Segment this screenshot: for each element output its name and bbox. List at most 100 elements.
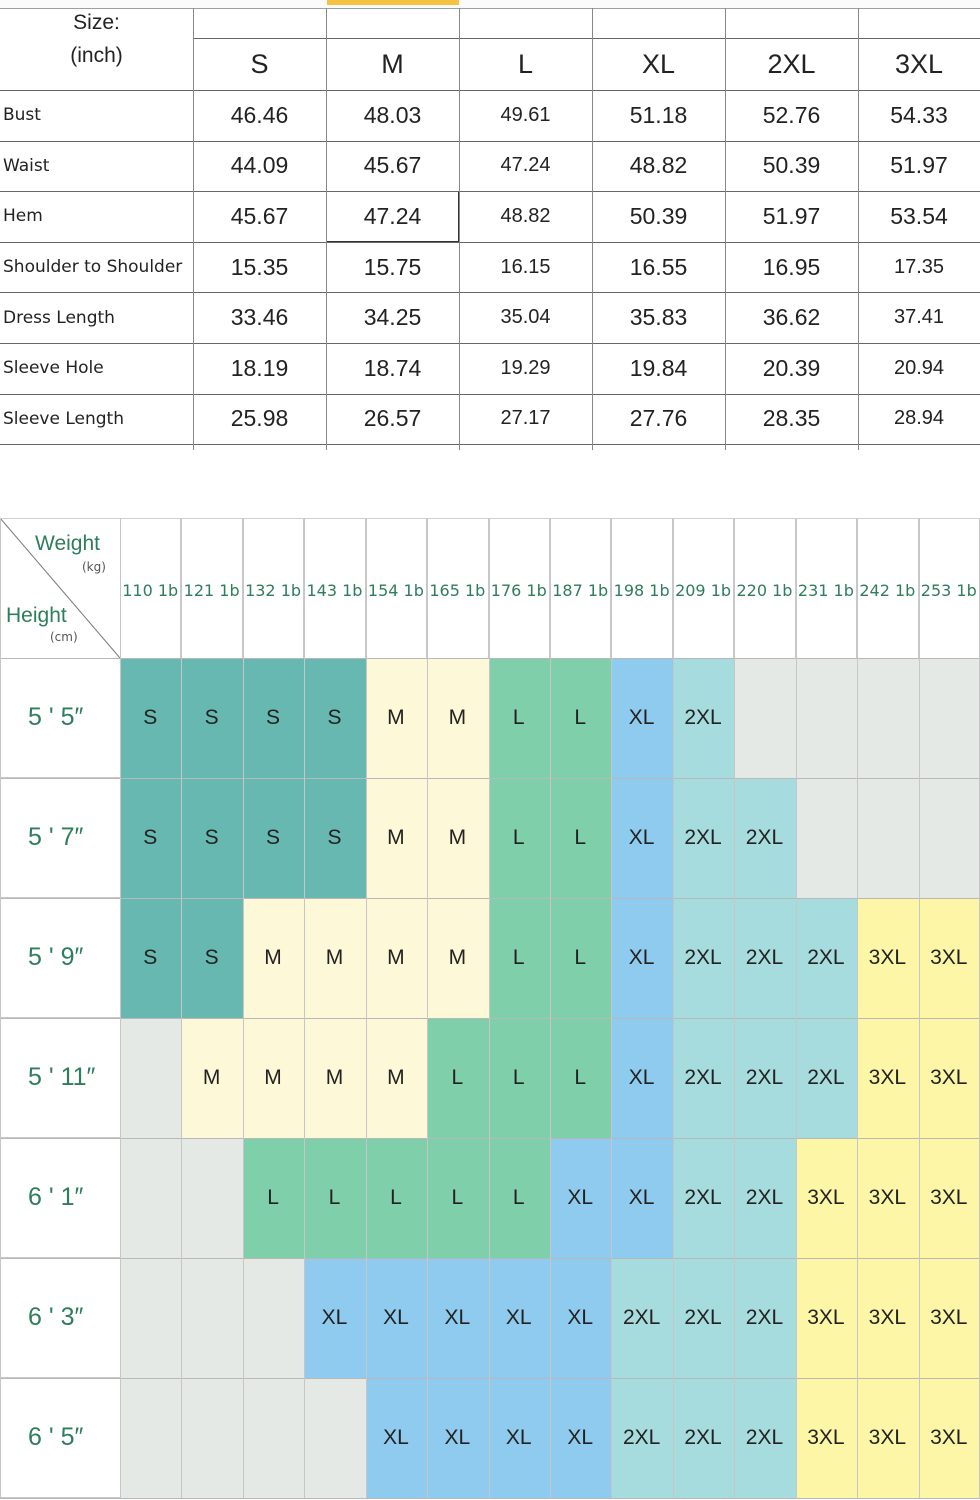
size-header-3xl: 3XL bbox=[894, 48, 944, 79]
weight-header: 220 1b bbox=[734, 518, 796, 658]
size-cell-2xl: 2XL bbox=[672, 1018, 735, 1138]
size-cell-s: S bbox=[120, 898, 182, 1018]
row-label-sleeve-length: Sleeve Length bbox=[3, 408, 124, 429]
weight-header: 165 1b bbox=[427, 518, 489, 658]
measure-cell: 16.15 bbox=[500, 255, 551, 278]
measure-cell: 51.97 bbox=[762, 202, 821, 229]
size-cell-3xl: 3XL bbox=[795, 1138, 858, 1258]
measure-cell: 17.35 bbox=[893, 255, 945, 278]
size-cell-3xl: 3XL bbox=[918, 1378, 980, 1498]
row-divider bbox=[0, 343, 980, 344]
grid-left-line bbox=[0, 518, 1, 1498]
size-cell-2xl: 2XL bbox=[611, 1378, 673, 1498]
measure-cell: 37.41 bbox=[893, 306, 945, 329]
height-label: 5 ' 9″ bbox=[0, 898, 120, 1018]
measure-cell: 45.67 bbox=[230, 202, 289, 229]
size-cell-l: L bbox=[427, 1018, 489, 1138]
measure-cell: 49.61 bbox=[500, 103, 551, 126]
size-cell-m: M bbox=[365, 898, 428, 1018]
size-cell-xl: XL bbox=[488, 1258, 550, 1378]
measure-cell: 50.39 bbox=[629, 202, 688, 229]
size-cell-2xl: 2XL bbox=[672, 778, 735, 898]
size-cell-m: M bbox=[365, 1018, 428, 1138]
column-divider bbox=[459, 8, 460, 451]
size-cell-empty bbox=[242, 1258, 305, 1378]
grid-row-line bbox=[0, 1018, 980, 1019]
size-cell-s: S bbox=[242, 778, 305, 898]
weight-unit-label: (kg) bbox=[82, 560, 106, 574]
size-cell-m: M bbox=[304, 898, 366, 1018]
size-cell-xl: XL bbox=[550, 1138, 612, 1258]
header-inner-line bbox=[193, 38, 980, 39]
column-divider bbox=[193, 8, 194, 451]
grid-col-line bbox=[795, 518, 797, 1498]
size-cell-m: M bbox=[427, 778, 489, 898]
measure-cell: 51.97 bbox=[890, 152, 948, 179]
size-cell-m: M bbox=[365, 778, 428, 898]
measure-cell: 20.94 bbox=[893, 356, 945, 379]
size-cell-3xl: 3XL bbox=[795, 1258, 858, 1378]
size-cell-2xl: 2XL bbox=[672, 898, 735, 1018]
measure-cell: 18.74 bbox=[363, 354, 422, 381]
measure-cell: 28.94 bbox=[893, 407, 945, 430]
measure-cell: 53.54 bbox=[890, 202, 948, 229]
weight-axis-label: Weight bbox=[35, 532, 100, 555]
size-cell-3xl: 3XL bbox=[918, 898, 980, 1018]
size-cell-3xl: 3XL bbox=[795, 1378, 858, 1498]
height-weight-size-chart: Weight (kg) Height (cm) 110 1b 121 1b 132 … bbox=[0, 518, 980, 1500]
size-cell-xl: XL bbox=[427, 1258, 489, 1378]
size-cell-empty bbox=[857, 658, 919, 778]
size-cell-l: L bbox=[488, 778, 550, 898]
grid-row-line bbox=[0, 1258, 980, 1259]
column-divider bbox=[725, 8, 726, 451]
grid-col-line bbox=[488, 518, 490, 1498]
height-label: 6 ' 1″ bbox=[0, 1138, 120, 1258]
size-cell-m: M bbox=[181, 1018, 243, 1138]
size-cell-empty bbox=[795, 658, 858, 778]
height-label: 5 ' 5″ bbox=[0, 658, 120, 778]
size-cell-empty bbox=[857, 778, 919, 898]
size-cell-empty bbox=[120, 1258, 182, 1378]
measure-cell: 34.25 bbox=[363, 304, 422, 331]
size-cell-empty bbox=[120, 1018, 182, 1138]
size-cell-s: S bbox=[304, 658, 366, 778]
size-cell-2xl: 2XL bbox=[611, 1258, 673, 1378]
size-cell-l: L bbox=[488, 658, 550, 778]
size-cell-s: S bbox=[304, 778, 366, 898]
measure-cell: 50.39 bbox=[762, 152, 821, 179]
measure-cell: 18.19 bbox=[230, 354, 289, 381]
grid-row-line bbox=[0, 778, 980, 779]
grid-col-line bbox=[550, 518, 551, 1498]
weight-header: 209 1b bbox=[673, 518, 735, 658]
size-cell-s: S bbox=[120, 658, 182, 778]
size-cell-xl: XL bbox=[611, 1018, 673, 1138]
size-cell-xl: XL bbox=[427, 1378, 489, 1498]
size-cell-empty bbox=[242, 1378, 305, 1498]
size-unit-label: Size: (inch) bbox=[0, 6, 193, 88]
measure-cell: 33.46 bbox=[230, 304, 289, 331]
size-cell-empty bbox=[181, 1378, 243, 1498]
selected-column-indicator bbox=[327, 0, 459, 5]
size-cell-m: M bbox=[242, 1018, 305, 1138]
grid-col-line bbox=[304, 518, 306, 1498]
measure-cell: 19.84 bbox=[629, 354, 688, 381]
size-cell-2xl: 2XL bbox=[672, 658, 735, 778]
size-cell-2xl: 2XL bbox=[672, 1138, 735, 1258]
size-cell-xl: XL bbox=[365, 1378, 428, 1498]
weight-header: 198 1b bbox=[611, 518, 673, 658]
row-divider bbox=[0, 393, 980, 395]
row-label-waist: Waist bbox=[3, 155, 50, 176]
grid-row-line bbox=[0, 1138, 980, 1139]
row-divider bbox=[0, 90, 980, 91]
weight-header: 231 1b bbox=[796, 518, 858, 658]
size-cell-empty bbox=[304, 1378, 366, 1498]
grid-col-line bbox=[734, 518, 736, 1498]
measure-cell: 47.24 bbox=[326, 191, 459, 242]
size-cell-l: L bbox=[488, 898, 550, 1018]
measure-cell: 36.62 bbox=[762, 304, 821, 331]
size-cell-2xl: 2XL bbox=[672, 1258, 735, 1378]
size-cell-empty bbox=[181, 1138, 243, 1258]
size-cell-2xl: 2XL bbox=[734, 778, 796, 898]
size-cell-l: L bbox=[365, 1138, 428, 1258]
height-label: 5 ' 7″ bbox=[0, 778, 120, 898]
